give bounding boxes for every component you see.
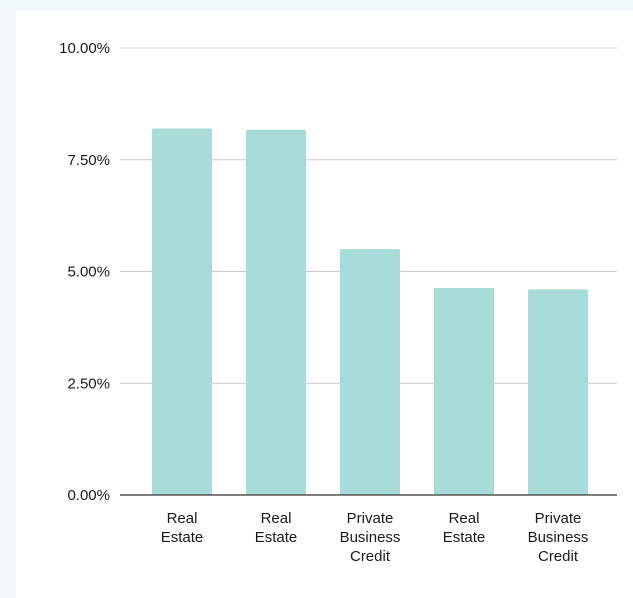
x-category-label: Real Estate xyxy=(255,510,298,546)
x-category-label: Private Business Credit xyxy=(528,510,589,565)
x-category-label: Real Estate xyxy=(161,510,204,546)
x-category-labels: Real Estate Real Estate Private Business Credi… xyxy=(161,510,589,565)
x-category-label: Private Business Credit xyxy=(340,510,401,565)
bar xyxy=(434,288,494,495)
y-tick-label: 10.00% xyxy=(59,40,110,57)
y-tick-label: 2.50% xyxy=(67,375,110,392)
bar xyxy=(246,129,306,495)
bar xyxy=(340,249,400,495)
y-tick-label: 7.50% xyxy=(67,152,110,169)
bar xyxy=(528,289,588,495)
x-category-label: Real Estate xyxy=(443,510,486,546)
y-tick-labels: 0.00% 2.50% 5.00% 7.50% 10.00% xyxy=(59,40,110,504)
bar xyxy=(152,128,212,495)
bars xyxy=(152,128,588,495)
y-tick-label: 0.00% xyxy=(67,487,110,504)
y-tick-label: 5.00% xyxy=(67,264,110,281)
